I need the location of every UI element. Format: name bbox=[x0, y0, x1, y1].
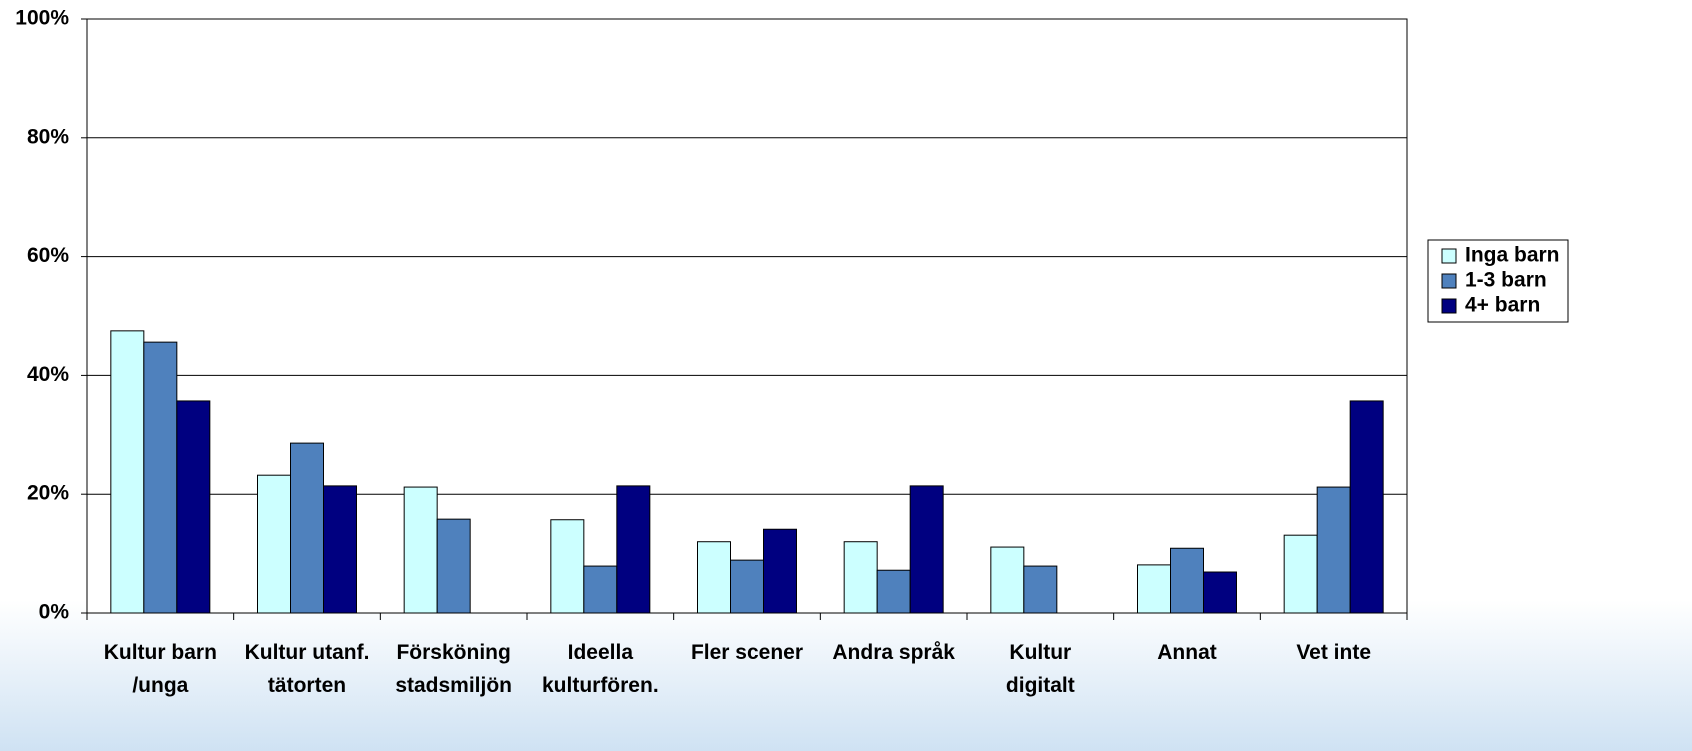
legend-label: Inga barn bbox=[1465, 244, 1560, 267]
x-tick-label: Kultur utanf. tätorten bbox=[245, 641, 370, 697]
y-tick-label: 40% bbox=[27, 363, 69, 386]
y-tick-label: 0% bbox=[39, 601, 70, 624]
legend-swatch bbox=[1441, 273, 1457, 289]
bar bbox=[1349, 400, 1384, 614]
bar bbox=[583, 565, 618, 614]
legend-swatch bbox=[1441, 248, 1457, 264]
bar bbox=[403, 486, 438, 614]
x-tick-label: Annat bbox=[1157, 641, 1217, 664]
bar bbox=[843, 541, 878, 614]
y-tick-label: 20% bbox=[27, 482, 69, 505]
bar bbox=[909, 485, 944, 614]
bar bbox=[436, 518, 471, 614]
bar bbox=[616, 485, 651, 614]
x-tick-label: Försköning stadsmiljön bbox=[395, 641, 512, 697]
bar bbox=[550, 519, 585, 614]
bar bbox=[290, 442, 324, 614]
bar bbox=[257, 474, 291, 614]
bar bbox=[1023, 565, 1058, 614]
bar bbox=[990, 546, 1025, 614]
y-tick-label: 100% bbox=[15, 7, 69, 30]
bar bbox=[176, 400, 211, 614]
x-tick-label: Andra språk bbox=[832, 641, 955, 664]
bar bbox=[730, 559, 764, 614]
bar bbox=[1137, 564, 1171, 614]
legend-swatch bbox=[1441, 298, 1457, 314]
bar bbox=[143, 341, 178, 614]
x-tick-label: Vet inte bbox=[1296, 641, 1371, 664]
bar bbox=[1170, 547, 1204, 614]
bar bbox=[763, 528, 797, 614]
x-tick-label: Ideella kulturfören. bbox=[542, 641, 659, 697]
bar bbox=[1283, 534, 1318, 614]
x-tick-label: Fler scener bbox=[691, 641, 803, 664]
background bbox=[0, 600, 1692, 751]
legend-label: 4+ barn bbox=[1465, 294, 1540, 317]
bar bbox=[1203, 571, 1237, 614]
x-tick-label: Kultur digitalt bbox=[1006, 641, 1075, 697]
bar bbox=[697, 541, 731, 614]
legend-label: 1-3 barn bbox=[1465, 269, 1547, 292]
bar bbox=[110, 330, 145, 614]
y-tick-label: 80% bbox=[27, 125, 69, 148]
bar bbox=[876, 569, 911, 614]
bar bbox=[1316, 486, 1351, 614]
x-tick-label: Kultur barn/unga bbox=[104, 641, 217, 697]
y-tick-label: 60% bbox=[27, 244, 69, 267]
bar bbox=[323, 485, 357, 614]
